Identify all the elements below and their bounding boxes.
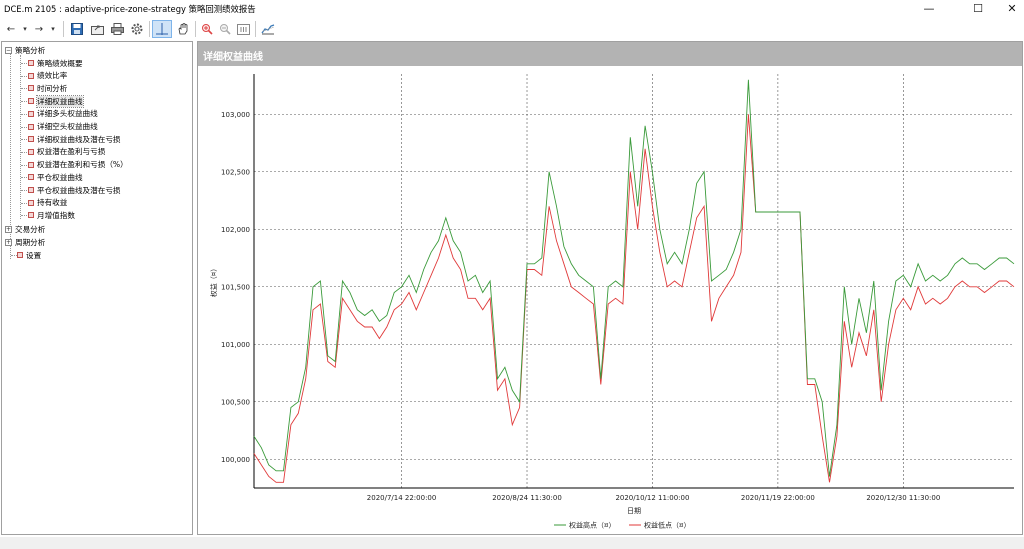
- legend-label-low: 权益低点（¤）: [644, 521, 690, 530]
- report-panel: 详细权益曲线 100,000 100,500 101,000 101,500 102,0…: [197, 41, 1023, 535]
- minimize-button[interactable]: —: [923, 2, 935, 15]
- y-tick-label: 103,000: [221, 111, 250, 119]
- forward-dropdown-icon[interactable]: ▾: [51, 25, 55, 33]
- navigation-tree: − 策略分析 策略绩效概要 绩效比率 时间分析 详细权益曲线 详细多头权益曲线 详细空头权…: [1, 41, 193, 535]
- forward-button[interactable]: →: [34, 23, 44, 35]
- tree-connector: [21, 164, 27, 166]
- toolbar: ← ▾ → ▾: [0, 17, 1024, 41]
- page-icon: [28, 161, 34, 168]
- tree-group-strategy-analysis[interactable]: − 策略分析: [5, 45, 46, 55]
- export-icon[interactable]: [88, 20, 106, 38]
- zoom-out-icon[interactable]: [216, 20, 234, 38]
- fit-view-icon[interactable]: [234, 20, 252, 38]
- y-tick-label: 102,500: [221, 168, 250, 176]
- window-title: DCE.m 2105 : adaptive-price-zone-strateg…: [4, 4, 256, 14]
- tree-connector: [10, 53, 11, 259]
- tree-connector: [21, 139, 27, 141]
- tree-item[interactable]: 策略绩效概要: [28, 57, 83, 69]
- tree-item[interactable]: 绩效比率: [28, 70, 67, 82]
- tree-item[interactable]: 详细空头权益曲线: [28, 121, 98, 133]
- page-icon: [28, 72, 34, 79]
- y-tick-label: 102,000: [221, 226, 250, 234]
- page-icon: [28, 174, 34, 181]
- page-icon: [28, 148, 34, 155]
- chart-style-icon[interactable]: [258, 20, 278, 38]
- page-icon: [28, 123, 34, 130]
- toolbar-separator: [63, 21, 64, 37]
- tree-item[interactable]: 详细多头权益曲线: [28, 108, 98, 120]
- expand-icon[interactable]: +: [5, 225, 12, 233]
- page-icon: [28, 110, 34, 117]
- tree-group-trade-analysis[interactable]: + 交易分析: [5, 224, 46, 234]
- x-tick-label: 2020/10/12 11:00:00: [615, 494, 689, 502]
- tree-connector: [20, 55, 21, 219]
- legend-label-high: 权益高点（¤）: [569, 521, 615, 530]
- maximize-button[interactable]: ☐: [973, 2, 983, 15]
- crosshair-cursor-icon[interactable]: [152, 20, 172, 38]
- series-line: [253, 114, 1015, 483]
- y-tick-label: 101,500: [221, 283, 250, 291]
- page-icon: [28, 60, 34, 66]
- page-icon: [28, 212, 34, 219]
- back-dropdown-icon[interactable]: ▾: [23, 25, 27, 33]
- x-axis-label: 日期: [627, 507, 641, 515]
- status-bar: [0, 537, 1024, 549]
- print-icon[interactable]: [108, 20, 126, 38]
- title-bar: DCE.m 2105 : adaptive-price-zone-strateg…: [0, 0, 1024, 17]
- y-tick-label: 100,000: [221, 456, 250, 464]
- x-tick-label: 2020/12/30 11:30:00: [866, 494, 940, 502]
- y-tick-label: 101,000: [221, 341, 250, 349]
- page-icon: [28, 98, 34, 105]
- y-tick-label: 100,500: [221, 398, 250, 406]
- collapse-icon[interactable]: −: [5, 46, 12, 54]
- expand-icon[interactable]: +: [5, 238, 12, 246]
- tree-connector: [21, 202, 27, 204]
- series-line: [253, 79, 1015, 477]
- tree-item[interactable]: 平仓权益曲线: [28, 171, 83, 183]
- report-title: 详细权益曲线: [198, 42, 1022, 66]
- zoom-in-icon[interactable]: [198, 20, 216, 38]
- back-button[interactable]: ←: [6, 23, 16, 35]
- page-icon: [17, 252, 23, 258]
- page-icon: [28, 85, 34, 92]
- tree-item[interactable]: 月增值指数: [28, 209, 75, 221]
- toolbar-separator: [255, 21, 256, 37]
- tree-connector: [21, 101, 27, 103]
- tree-connector: [21, 88, 27, 90]
- x-tick-label: 2020/11/19 22:00:00: [741, 494, 815, 502]
- tree-item[interactable]: 持有收益: [28, 197, 67, 209]
- toolbar-separator: [195, 21, 196, 37]
- tree-connector: [11, 255, 17, 256]
- tree-item[interactable]: 详细权益曲线及潜在亏损: [28, 133, 121, 145]
- pan-hand-icon[interactable]: [174, 20, 192, 38]
- page-icon: [28, 199, 34, 206]
- tree-item-settings[interactable]: 设置: [17, 249, 41, 261]
- page-icon: [28, 187, 34, 193]
- y-axis-label: 权益（¤）: [209, 265, 218, 297]
- tree-connector: [21, 113, 27, 115]
- tree-connector: [21, 190, 27, 191]
- tree-item[interactable]: 详细权益曲线: [28, 94, 84, 108]
- toolbar-separator: [149, 21, 150, 37]
- tree-item[interactable]: 平仓权益曲线及潜在亏损: [28, 184, 121, 196]
- page-icon: [28, 136, 34, 143]
- settings-gear-icon[interactable]: [128, 20, 146, 38]
- tree-connector: [21, 126, 27, 128]
- tree-item[interactable]: 时间分析: [28, 82, 67, 94]
- close-button[interactable]: ✕: [1007, 2, 1017, 15]
- tree-connector: [21, 151, 27, 153]
- tree-connector: [21, 177, 27, 179]
- tree-group-period-analysis[interactable]: + 周期分析: [5, 237, 46, 247]
- save-icon[interactable]: [68, 20, 86, 38]
- tree-item[interactable]: 权益潜在盈利与亏损: [28, 146, 105, 158]
- tree-connector: [21, 75, 27, 77]
- tree-item[interactable]: 权益潜在盈利和亏损（%）: [28, 159, 128, 171]
- x-tick-label: 2020/8/24 11:30:00: [492, 494, 562, 502]
- tree-connector: [21, 215, 27, 217]
- equity-curve-chart[interactable]: 100,000 100,500 101,000 101,500 102,000 102,5…: [198, 66, 1022, 534]
- x-tick-label: 2020/7/14 22:00:00: [367, 494, 437, 502]
- tree-connector: [21, 63, 27, 64]
